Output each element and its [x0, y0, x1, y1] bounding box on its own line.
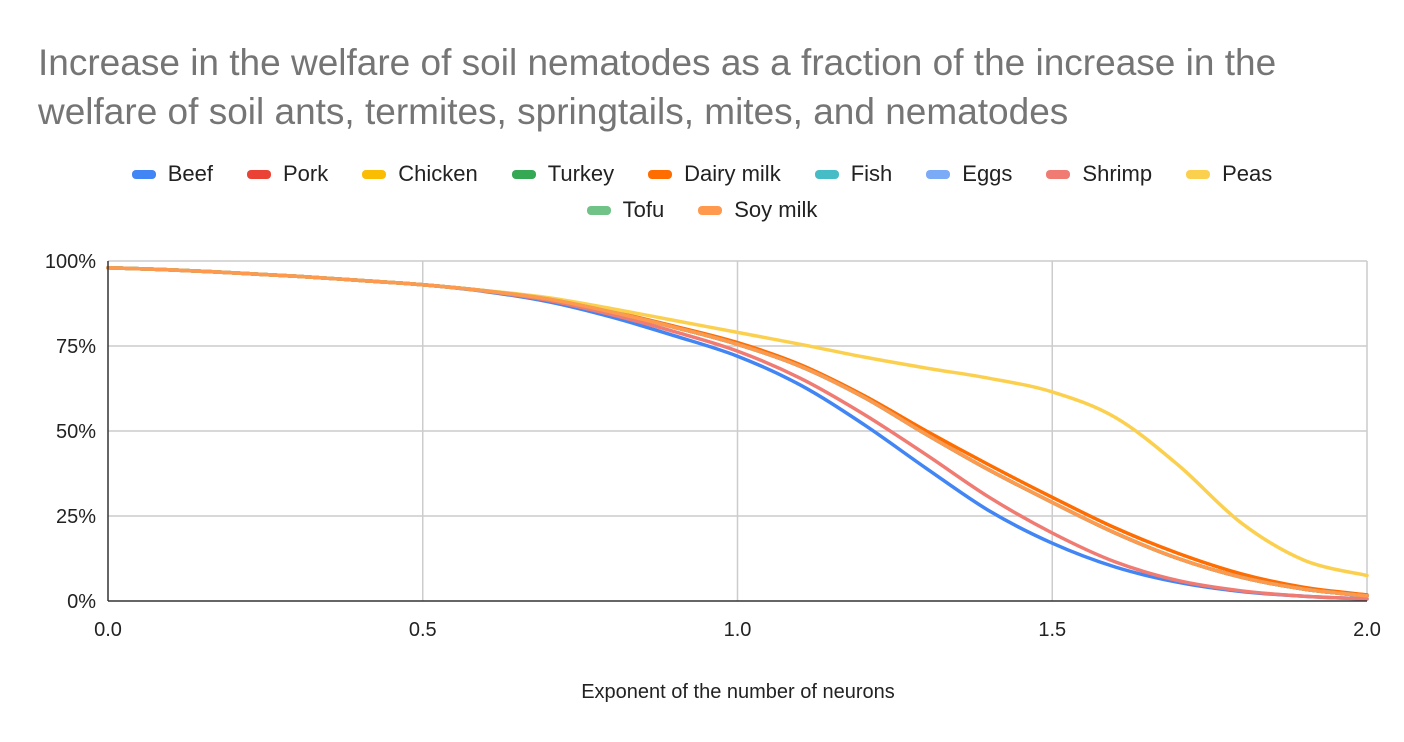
x-tick-label: 1.5 — [1038, 619, 1066, 641]
legend-item-tofu[interactable]: Tofu — [586, 197, 665, 223]
legend-item-peas[interactable]: Peas — [1186, 161, 1272, 187]
legend-swatch — [1186, 169, 1211, 179]
legend-swatch — [362, 169, 387, 179]
y-tick-label: 0% — [67, 591, 96, 613]
legend-swatch — [511, 169, 536, 179]
chart-title: Increase in the welfare of soil nematode… — [38, 42, 1277, 132]
legend-label: Chicken — [398, 161, 478, 186]
legend-item-shrimp[interactable]: Shrimp — [1046, 161, 1152, 187]
legend-swatch — [1046, 169, 1071, 179]
gridlines — [108, 260, 1368, 601]
legend-item-chicken[interactable]: Chicken — [362, 161, 478, 187]
y-tick-label: 50% — [56, 421, 96, 443]
legend-swatch — [814, 169, 839, 179]
tick-labels: 0% 25% 50% 75% 100% 0.0 0.5 1.0 1.5 2.0 — [45, 251, 1381, 641]
legend-item-dairy-milk[interactable]: Dairy milk — [648, 161, 781, 187]
legend-item-eggs[interactable]: Eggs — [926, 161, 1012, 187]
y-tick-label: 100% — [45, 251, 96, 273]
legend-label: Shrimp — [1082, 161, 1153, 186]
y-tick-label: 25% — [56, 506, 96, 528]
x-tick-label: 0.0 — [94, 619, 122, 641]
legend-label: Soy milk — [734, 197, 818, 222]
legend-label: Peas — [1222, 161, 1273, 186]
legend-row: Tofu Soy milk — [0, 192, 1404, 228]
legend-row: Beef Pork Chicken Turkey Dairy milk Fish Eggs S… — [0, 156, 1404, 192]
legend-item-turkey[interactable]: Turkey — [511, 161, 615, 187]
legend-item-soy-milk[interactable]: Soy milk — [698, 197, 817, 223]
axes — [107, 261, 1367, 602]
legend-item-fish[interactable]: Fish — [814, 161, 893, 187]
legend-label: Tofu — [622, 197, 665, 222]
x-axis-title: Exponent of the number of neurons — [581, 681, 895, 703]
legend-label: Dairy milk — [684, 161, 781, 186]
x-tick-label: 0.5 — [409, 619, 437, 641]
legend-label: Beef — [167, 161, 213, 186]
legend-swatch — [648, 169, 673, 179]
legend-item-beef[interactable]: Beef — [131, 161, 213, 187]
legend-label: Pork — [282, 161, 329, 186]
x-tick-label: 1.0 — [724, 619, 752, 641]
legend-swatch — [131, 169, 156, 179]
legend-label: Turkey — [547, 161, 615, 186]
legend-label: Eggs — [962, 161, 1013, 186]
chart-legend: Beef Pork Chicken Turkey Dairy milk Fish Eggs S… — [0, 156, 1404, 228]
legend-item-pork[interactable]: Pork — [246, 161, 329, 187]
legend-swatch — [246, 169, 271, 179]
legend-label: Fish — [850, 161, 893, 186]
legend-swatch — [698, 205, 723, 215]
series-line-soy-milk — [106, 266, 1369, 598]
legend-swatch — [586, 205, 611, 215]
series-lines — [106, 266, 1369, 601]
legend-swatch — [926, 169, 951, 179]
x-tick-label: 2.0 — [1353, 619, 1381, 641]
y-tick-label: 75% — [56, 336, 96, 358]
